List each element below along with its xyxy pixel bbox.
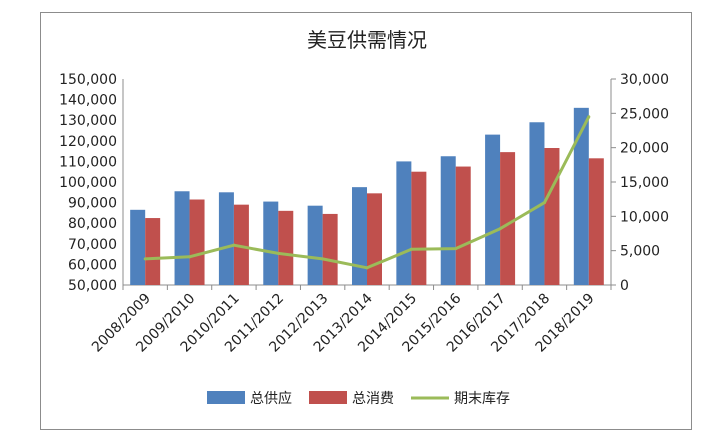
y-tick-label-right: 0: [620, 278, 629, 294]
bar-consumption: [322, 213, 338, 285]
legend-label: 总供应: [250, 390, 292, 407]
bar-consumption: [455, 166, 471, 285]
bar-supply: [573, 107, 589, 285]
bar-consumption: [145, 218, 161, 285]
y-tick-label-right: 25,000: [620, 106, 669, 122]
y-tick-label-left: 130,000: [59, 113, 117, 129]
bar-consumption: [544, 148, 560, 285]
line-point: [409, 247, 413, 251]
y-tick-label-left: 90,000: [68, 196, 117, 212]
legend: 总供应 总消费 期末库存: [207, 390, 510, 407]
y-tick-label-left: 110,000: [59, 154, 117, 170]
bar-consumption: [367, 193, 382, 285]
line-point: [188, 255, 192, 259]
bar-supply: [485, 134, 501, 285]
chart-title: 美豆供需情况: [307, 28, 427, 52]
plot-area: 50,000 60,000 70,000 80,000 90,000 100,000 110…: [59, 72, 669, 356]
bar-supply: [218, 192, 234, 285]
y-tick-label-left: 150,000: [59, 72, 117, 88]
line-point: [365, 266, 369, 270]
line-point: [542, 201, 546, 205]
bar-consumption: [500, 152, 516, 285]
line-point: [276, 251, 280, 255]
legend-swatch: [309, 391, 347, 404]
y-tick-label-right: 30,000: [620, 72, 669, 88]
bar-supply: [440, 156, 456, 285]
bar-consumption: [278, 210, 294, 285]
y-tick-label-right: 10,000: [620, 209, 669, 225]
legend-swatch: [207, 391, 245, 404]
bar-supply: [396, 161, 412, 285]
bar-supply: [352, 187, 367, 285]
bar-supply: [263, 201, 279, 285]
bar-consumption: [189, 199, 205, 285]
bar-supply: [174, 191, 190, 285]
soybean-supply-demand-chart: 美豆供需情况 50,000 60,000 70,000 80,000 90,000 100…: [59, 28, 669, 407]
y-tick-label-right: 20,000: [620, 141, 669, 157]
line-point: [232, 243, 236, 247]
line-point: [321, 257, 325, 261]
y-tick-label-left: 100,000: [59, 175, 117, 191]
y-tick-label-left: 70,000: [68, 237, 117, 253]
y-tick-label-right: 15,000: [620, 175, 669, 191]
y-tick-label-left: 60,000: [68, 257, 117, 273]
y-tick-label-left: 50,000: [68, 278, 117, 294]
bar-supply: [307, 205, 323, 285]
line-point: [498, 227, 502, 231]
y-tick-label-left: 140,000: [59, 93, 117, 109]
y-tick-label-right: 5,000: [620, 244, 660, 260]
legend-label: 总消费: [352, 391, 394, 407]
y-tick-label-left: 80,000: [68, 216, 117, 232]
bar-consumption: [588, 158, 604, 285]
legend-label: 期末库存: [454, 391, 510, 407]
line-point: [587, 115, 591, 119]
bar-supply: [130, 209, 146, 285]
bar-consumption: [233, 204, 249, 285]
bar-supply: [529, 122, 545, 285]
line-point: [143, 257, 147, 261]
chart-frame: 美豆供需情况 50,000 60,000 70,000 80,000 90,000 100…: [40, 12, 692, 430]
y-tick-label-left: 120,000: [59, 134, 117, 150]
line-point: [454, 247, 458, 251]
bar-consumption: [411, 171, 427, 285]
